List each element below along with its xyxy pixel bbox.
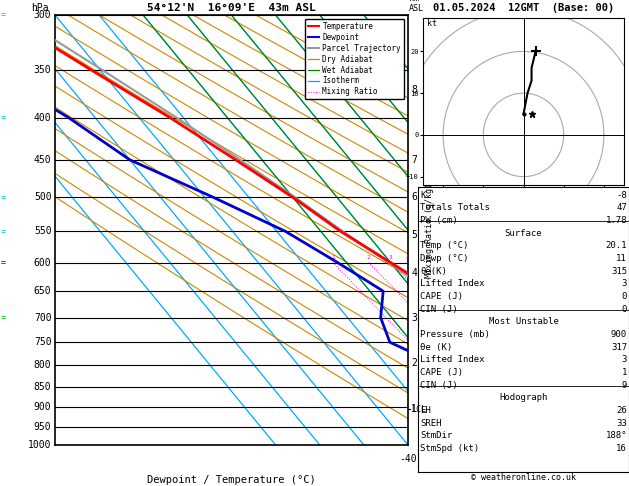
- Text: 6: 6: [411, 192, 417, 203]
- Text: 1: 1: [331, 256, 335, 260]
- Text: 450: 450: [34, 155, 52, 165]
- Text: Dewp (°C): Dewp (°C): [420, 254, 469, 263]
- Text: =: =: [1, 313, 6, 322]
- Text: 2: 2: [411, 358, 417, 368]
- Text: 0: 0: [582, 453, 587, 464]
- Text: 3: 3: [389, 256, 392, 260]
- Text: SREH: SREH: [420, 419, 442, 428]
- Text: 500: 500: [34, 192, 52, 203]
- Text: 3: 3: [621, 355, 627, 364]
- Text: 8: 8: [411, 85, 417, 95]
- Text: -10: -10: [532, 453, 549, 464]
- Text: 4: 4: [405, 256, 409, 260]
- Text: Temp (°C): Temp (°C): [420, 242, 469, 250]
- Text: θe(K): θe(K): [420, 267, 447, 276]
- Text: 3: 3: [411, 312, 417, 323]
- Text: 1: 1: [621, 368, 627, 377]
- Text: 16: 16: [616, 444, 627, 453]
- Text: 3: 3: [621, 279, 627, 289]
- Text: km
ASL: km ASL: [409, 0, 424, 13]
- Text: 9: 9: [621, 381, 627, 390]
- Text: 5: 5: [411, 230, 417, 240]
- Text: Surface: Surface: [504, 229, 542, 238]
- Text: 0: 0: [621, 305, 627, 314]
- Text: © weatheronline.co.uk: © weatheronline.co.uk: [471, 473, 576, 482]
- Text: 10: 10: [623, 453, 629, 464]
- Text: Lifted Index: Lifted Index: [420, 279, 484, 289]
- Text: 47: 47: [616, 204, 627, 212]
- Text: 315: 315: [611, 267, 627, 276]
- Text: Pressure (mb): Pressure (mb): [420, 330, 490, 339]
- Text: kt: kt: [427, 19, 437, 28]
- Text: Totals Totals: Totals Totals: [420, 204, 490, 212]
- Text: 700: 700: [34, 312, 52, 323]
- Text: CAPE (J): CAPE (J): [420, 292, 463, 301]
- Text: 317: 317: [611, 343, 627, 352]
- Text: 2: 2: [367, 256, 370, 260]
- Text: 0: 0: [621, 292, 627, 301]
- Text: 1000: 1000: [28, 440, 52, 450]
- Text: LCL: LCL: [411, 405, 426, 414]
- Text: 300: 300: [34, 10, 52, 20]
- Text: 400: 400: [34, 113, 52, 123]
- Text: -8: -8: [616, 191, 627, 200]
- Legend: Temperature, Dewpoint, Parcel Trajectory, Dry Adiabat, Wet Adiabat, Isotherm, Mi: Temperature, Dewpoint, Parcel Trajectory…: [305, 19, 404, 100]
- Text: =: =: [1, 258, 6, 267]
- Text: -20: -20: [487, 453, 505, 464]
- Text: StmDir: StmDir: [420, 432, 452, 440]
- Text: Lifted Index: Lifted Index: [420, 355, 484, 364]
- Text: 01.05.2024  12GMT  (Base: 00): 01.05.2024 12GMT (Base: 00): [433, 3, 614, 13]
- Text: CIN (J): CIN (J): [420, 305, 458, 314]
- Text: EH: EH: [420, 406, 431, 415]
- Text: -40: -40: [399, 453, 417, 464]
- Text: StmSpd (kt): StmSpd (kt): [420, 444, 479, 453]
- Text: K: K: [420, 191, 425, 200]
- Text: =: =: [1, 113, 6, 122]
- Text: =: =: [1, 193, 6, 202]
- Text: 33: 33: [616, 419, 627, 428]
- Text: 20.1: 20.1: [606, 242, 627, 250]
- Text: 850: 850: [34, 382, 52, 392]
- Text: hPa: hPa: [31, 2, 48, 13]
- Text: 7: 7: [411, 155, 417, 165]
- Text: 900: 900: [611, 330, 627, 339]
- Text: 600: 600: [34, 258, 52, 268]
- Text: 188°: 188°: [606, 432, 627, 440]
- Text: =: =: [1, 11, 6, 19]
- Text: Hodograph: Hodograph: [499, 394, 548, 402]
- Text: θe (K): θe (K): [420, 343, 452, 352]
- Text: 11: 11: [616, 254, 627, 263]
- Text: 1: 1: [411, 404, 417, 415]
- Text: 950: 950: [34, 422, 52, 432]
- Text: 800: 800: [34, 360, 52, 370]
- Text: CIN (J): CIN (J): [420, 381, 458, 390]
- Text: 1.78: 1.78: [606, 216, 627, 225]
- Text: 900: 900: [34, 402, 52, 412]
- Text: Most Unstable: Most Unstable: [489, 317, 559, 327]
- Text: 4: 4: [411, 268, 417, 278]
- Text: =: =: [1, 227, 6, 236]
- Text: 650: 650: [34, 286, 52, 296]
- Text: Mixing Ratio (g/kg): Mixing Ratio (g/kg): [425, 183, 435, 278]
- Text: CAPE (J): CAPE (J): [420, 368, 463, 377]
- Text: PW (cm): PW (cm): [420, 216, 458, 225]
- Text: 550: 550: [34, 226, 52, 237]
- Text: 350: 350: [34, 65, 52, 75]
- Text: -30: -30: [443, 453, 461, 464]
- Text: 750: 750: [34, 337, 52, 347]
- Text: 26: 26: [616, 406, 627, 415]
- Text: Dewpoint / Temperature (°C): Dewpoint / Temperature (°C): [147, 475, 316, 485]
- Text: 54°12'N  16°09'E  43m ASL: 54°12'N 16°09'E 43m ASL: [147, 2, 316, 13]
